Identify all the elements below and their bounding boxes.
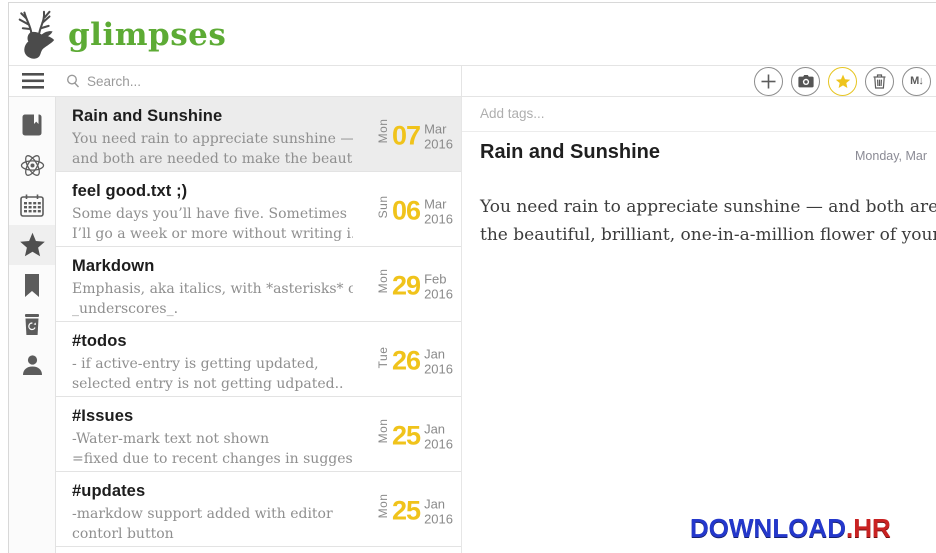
entry-day: 26 — [392, 345, 421, 376]
entry-month-year: Jan 2016 — [424, 420, 453, 451]
watermark-primary: DOWNLOAD — [690, 513, 846, 543]
entry-title: #Issues — [72, 407, 134, 425]
entry-weekday: Mon — [376, 118, 391, 143]
delete-entry-button[interactable] — [865, 66, 894, 96]
entry-preview-line1: -Water-mark text not shown — [72, 431, 270, 447]
markdown-export-icon: M↓ — [910, 75, 924, 87]
entry-list-item[interactable]: feel good.txt ;) Some days you’ll have f… — [56, 172, 461, 247]
entry-list-item[interactable]: #Issues -Water-mark text not shown =fixe… — [56, 397, 461, 472]
entry-month-year: Jan 2016 — [424, 345, 453, 376]
hamburger-icon — [21, 73, 44, 89]
entry-date: Tue 26 Jan 2016 — [376, 345, 453, 376]
star-icon — [835, 74, 851, 89]
entry-detail-header: Rain and Sunshine Monday, Mar — [462, 132, 936, 185]
sidebar-item-profile[interactable] — [9, 345, 55, 385]
entry-day: 06 — [392, 195, 421, 226]
watermark-secondary: .HR — [845, 513, 891, 543]
entry-title: Rain and Sunshine — [72, 107, 223, 125]
sidebar-item-bookmarks[interactable] — [9, 265, 55, 305]
entry-day: 07 — [392, 120, 421, 151]
entry-actions: M↓ — [461, 66, 936, 96]
entry-preview-line1: You need rain to appreciate sunshine — — [72, 131, 353, 147]
entry-month-year: Feb 2016 — [424, 270, 453, 301]
entry-month-year: Jan 2016 — [424, 495, 453, 526]
book-icon — [21, 113, 43, 137]
entry-preview-line1: - if active-entry is getting updated, — [72, 356, 319, 372]
markdown-export-button[interactable]: M↓ — [902, 66, 931, 96]
entry-title: feel good.txt ;) — [72, 182, 188, 200]
entry-title: #updates — [72, 482, 146, 500]
app-header: glimpses — [9, 3, 936, 66]
entry-detail-body[interactable]: You need rain to appreciate sunshine — a… — [462, 185, 936, 249]
entry-detail-date: Monday, Mar — [855, 149, 928, 163]
entry-list: Rain and Sunshine You need rain to appre… — [56, 97, 461, 553]
entry-weekday: Mon — [376, 418, 391, 443]
recycle-bin-icon — [23, 314, 41, 336]
entry-list-item[interactable]: Rain and Sunshine You need rain to appre… — [56, 97, 461, 172]
entry-day: 25 — [392, 495, 421, 526]
entry-detail-panel: Add tags... Rain and Sunshine Monday, Ma… — [461, 97, 936, 553]
entry-date: Mon 29 Feb 2016 — [376, 268, 453, 301]
entry-title: Markdown — [72, 257, 155, 275]
bookmark-icon — [24, 273, 40, 297]
new-entry-button[interactable] — [754, 66, 783, 96]
star-icon — [19, 232, 46, 258]
entry-preview-line2: I’ll go a week or more without writing i… — [72, 226, 353, 242]
entry-weekday: Tue — [376, 346, 391, 368]
app-logo: glimpses — [9, 7, 226, 62]
plus-icon — [761, 74, 776, 89]
deer-logo-icon — [15, 7, 62, 62]
entry-preview-line2: and both are needed to make the beaut... — [72, 151, 353, 167]
entry-list-item-partial[interactable] — [56, 547, 461, 553]
main-area: Rain and Sunshine You need rain to appre… — [9, 97, 936, 553]
entry-list-item[interactable]: #todos - if active-entry is getting upda… — [56, 322, 461, 397]
trash-icon — [873, 73, 886, 89]
entry-preview-line1: Emphasis, aka italics, with *asterisks* … — [72, 281, 353, 297]
entry-preview-line1: Some days you’ll have five. Sometimes — [72, 206, 347, 222]
entry-day: 29 — [392, 270, 421, 301]
search-input[interactable]: Search... — [56, 66, 461, 96]
entry-list-item[interactable]: Markdown Emphasis, aka italics, with *as… — [56, 247, 461, 322]
entry-preview-line2: _underscores_. — [72, 301, 179, 317]
favorite-button[interactable] — [828, 66, 857, 96]
sidebar-item-trash[interactable] — [9, 305, 55, 345]
entry-date: Mon 25 Jan 2016 — [376, 418, 453, 451]
camera-icon — [797, 74, 814, 88]
sidebar — [9, 97, 56, 553]
app-title: glimpses — [68, 17, 227, 53]
entry-weekday: Mon — [376, 493, 391, 518]
entry-list-item[interactable]: #updates -markdow support added with edi… — [56, 472, 461, 547]
entry-month-year: Mar 2016 — [424, 120, 453, 151]
sidebar-item-calendar[interactable] — [9, 185, 55, 225]
entry-preview-line2: selected entry is not getting udpated.. — [72, 376, 344, 392]
search-icon — [66, 74, 80, 88]
entry-day: 25 — [392, 420, 421, 451]
download-hr-watermark: DOWNLOAD.HR — [690, 513, 891, 544]
entry-title: #todos — [72, 332, 127, 350]
person-icon — [22, 354, 43, 376]
entry-preview-line1: -markdow support added with editor — [72, 506, 333, 522]
body-line-1: You need rain to appreciate sunshine — a… — [480, 197, 936, 217]
search-placeholder: Search... — [87, 73, 142, 89]
entry-date: Mon 25 Jan 2016 — [376, 493, 453, 526]
sidebar-item-journal[interactable] — [9, 105, 55, 145]
toolbar: Search... — [9, 66, 936, 97]
entry-preview-line2: =fixed due to recent changes in suggest.… — [72, 451, 353, 467]
entry-date: Mon 07 Mar 2016 — [376, 118, 453, 151]
tags-input[interactable]: Add tags... — [462, 97, 936, 132]
entry-month-year: Mar 2016 — [424, 195, 453, 226]
add-photo-button[interactable] — [791, 66, 820, 96]
entry-weekday: Sun — [376, 195, 391, 218]
menu-button[interactable] — [9, 66, 56, 96]
body-line-2: the beautiful, brilliant, one-in-a-milli… — [480, 225, 936, 245]
sidebar-item-starred[interactable] — [9, 225, 55, 265]
calendar-icon — [20, 194, 44, 217]
sidebar-item-insights[interactable] — [9, 145, 55, 185]
app-window: glimpses Search... — [8, 2, 936, 553]
entry-detail-title: Rain and Sunshine — [480, 141, 661, 163]
entry-date: Sun 06 Mar 2016 — [376, 195, 453, 226]
atom-icon — [20, 153, 45, 178]
entry-preview-line2: contorl button — [72, 526, 174, 542]
entry-weekday: Mon — [376, 268, 391, 293]
